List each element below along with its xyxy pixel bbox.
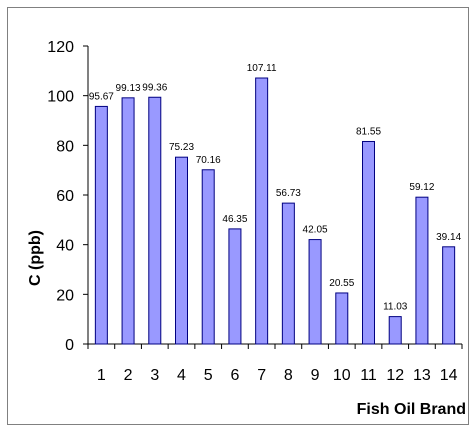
bar: [148, 96, 162, 345]
x-tick-label: 14: [440, 367, 458, 384]
bar: [94, 105, 108, 345]
y-tick-label: 100: [47, 89, 74, 106]
x-tick-label: 10: [333, 367, 351, 384]
bar: [281, 202, 295, 345]
x-tick-label: 3: [150, 367, 159, 384]
data-label: 20.55: [329, 278, 354, 289]
data-label: 81.55: [356, 126, 381, 137]
y-tick-label: 120: [47, 39, 74, 56]
bar: [415, 196, 429, 345]
bar: [388, 316, 402, 345]
x-tick-label: 9: [311, 367, 320, 384]
data-label: 42.05: [303, 225, 328, 236]
bar: [201, 169, 215, 345]
bar: [175, 156, 188, 345]
bar: [308, 239, 322, 345]
bars: [94, 77, 456, 345]
data-label: 95.67: [89, 91, 114, 102]
y-axis-label: C (ppb): [27, 230, 44, 286]
data-label: 99.36: [142, 82, 167, 93]
x-tick-label: 2: [124, 367, 133, 384]
data-label: 39.14: [436, 232, 461, 243]
x-tick-label: 7: [257, 367, 266, 384]
x-tick-labels: 1 2 3 4 5 6 7 8 9 10 11 12 13 14: [97, 367, 458, 384]
x-tick-label: 5: [204, 367, 213, 384]
data-label: 59.12: [409, 182, 434, 193]
x-tick-label: 8: [284, 367, 293, 384]
y-tick-labels: 0 20 40 60 80 100 120: [47, 39, 74, 354]
bar: [442, 246, 456, 345]
data-label: 75.23: [169, 142, 194, 153]
x-tick-label: 11: [360, 367, 377, 384]
x-tick-label: 4: [177, 367, 186, 384]
x-tick-label: 1: [97, 367, 106, 384]
bar: [121, 97, 135, 345]
chart-frame: [7, 7, 469, 425]
x-tick-label: 12: [386, 367, 404, 384]
x-axis-label: Fish Oil Brand: [357, 401, 466, 418]
y-tick-label: 40: [56, 238, 74, 255]
bar: [335, 292, 349, 345]
data-label: 56.73: [276, 188, 301, 199]
data-label: 99.13: [116, 83, 141, 94]
bar: [362, 140, 375, 345]
x-tick-label: 13: [413, 367, 431, 384]
x-tick-label: 6: [230, 367, 239, 384]
data-label: 11.03: [383, 302, 408, 313]
data-label: 70.16: [196, 155, 221, 166]
y-tick-label: 60: [56, 188, 74, 205]
data-label: 107.11: [247, 63, 277, 74]
data-label: 46.35: [222, 214, 247, 225]
y-tick-label: 80: [56, 138, 74, 155]
y-tick-label: 20: [56, 287, 74, 304]
y-tick-label: 0: [65, 337, 74, 354]
bar: [228, 228, 242, 345]
bar: [255, 77, 269, 345]
